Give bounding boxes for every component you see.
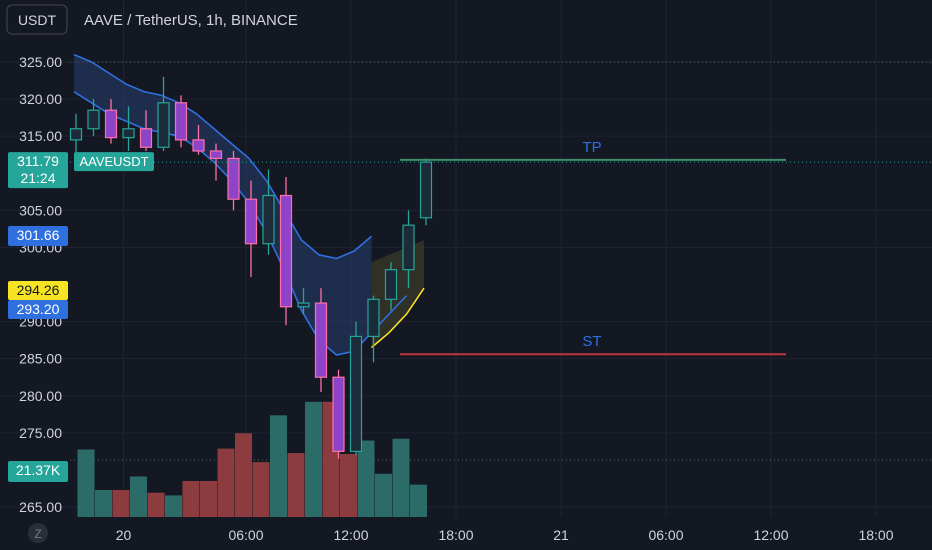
candle-body	[367, 298, 380, 338]
candle-body	[349, 335, 363, 452]
timezone-button[interactable]: Z	[28, 523, 48, 543]
level-label-tp: TP	[582, 139, 601, 156]
volume-bar	[252, 462, 270, 517]
time-tick-label: 12:00	[333, 527, 368, 543]
band-upper-badge	[8, 226, 68, 246]
last-price-badge-text: 311.79	[17, 153, 59, 169]
candle-body	[69, 128, 83, 141]
volume-bar	[270, 415, 287, 517]
volume-bar	[235, 433, 252, 517]
volume-bar	[357, 440, 375, 517]
trade-levels: TP ST	[70, 139, 932, 356]
candle-body	[174, 102, 188, 141]
band-lower-badge	[8, 300, 68, 319]
price-tick-label: 325.00	[19, 54, 62, 70]
candle-body	[279, 194, 293, 308]
volume-bar	[95, 490, 112, 517]
candle-body	[332, 376, 345, 452]
yellow-badge	[8, 281, 68, 300]
currency-button[interactable]	[6, 4, 68, 35]
volume-bar	[305, 401, 322, 517]
price-tick-label: 280.00	[19, 388, 62, 404]
volume-bar	[217, 448, 235, 517]
volume-bar	[375, 473, 392, 517]
candle-body	[139, 128, 153, 148]
candle-body	[297, 302, 310, 308]
volume-bar	[392, 438, 410, 517]
yellow-line	[370, 287, 425, 349]
candle-body	[87, 109, 100, 130]
volume-bars	[77, 401, 427, 517]
candle-body	[104, 109, 118, 139]
price-axis[interactable]: 325.00320.00315.00305.00300.00290.00285.…	[19, 54, 62, 515]
time-axis[interactable]: 20 06:00 12:00 18:00 21 06:00 12:00 18:00	[116, 527, 894, 543]
candle-body	[244, 198, 258, 245]
band-upper-line	[73, 53, 373, 260]
price-tick-label: 265.00	[19, 499, 62, 515]
symbol-tag-text: AAVEUSDT	[79, 154, 148, 169]
price-tick-label: 315.00	[19, 128, 62, 144]
time-tick-label: 21	[553, 527, 569, 543]
time-tick-label: 18:00	[438, 527, 473, 543]
timezone-button-label: Z	[34, 527, 41, 541]
price-tick-label: 275.00	[19, 425, 62, 441]
candle-body	[314, 302, 328, 378]
volume-bar	[147, 492, 165, 517]
last-price-badge	[8, 152, 68, 189]
symbol-title: AAVE / TetherUS, 1h, BINANCE	[84, 12, 298, 29]
candle-body	[227, 157, 240, 200]
volume-bar	[112, 490, 130, 517]
volume-bar	[410, 484, 427, 517]
timezone-button-circle[interactable]	[28, 523, 48, 543]
time-tick-label: 12:00	[753, 527, 788, 543]
level-label-st: ST	[582, 333, 601, 350]
price-tick-label: 320.00	[19, 91, 62, 107]
time-tick-label: 06:00	[648, 527, 683, 543]
volume-bar	[200, 481, 217, 517]
candle-body	[209, 150, 223, 160]
volume-bar	[182, 481, 200, 517]
volume-bar	[340, 454, 357, 517]
candles	[69, 76, 433, 459]
price-tick-label: 285.00	[19, 351, 62, 367]
time-tick-label: 18:00	[858, 527, 893, 543]
candle-body	[262, 194, 275, 245]
volume-bar	[165, 495, 182, 517]
price-tick-label: 305.00	[19, 202, 62, 218]
volume-badge	[8, 461, 68, 482]
yellow-badge-text: 294.26	[17, 282, 60, 298]
band-upper-badge-text: 301.66	[17, 227, 60, 243]
band-lower-badge-text: 293.20	[17, 301, 60, 317]
candle-body	[384, 269, 398, 300]
candle-body	[402, 224, 415, 271]
time-tick-label: 06:00	[228, 527, 263, 543]
currency-button-label: USDT	[18, 12, 57, 28]
volume-bar	[77, 449, 95, 517]
volume-bar	[287, 453, 305, 517]
candle-body	[122, 128, 135, 139]
candle-body	[192, 139, 205, 152]
header: USDT AAVE / TetherUS, 1h, BINANCE	[6, 4, 298, 35]
last-price-badge-text: 21:24	[20, 170, 55, 186]
volume-bar	[130, 476, 147, 517]
candle-body	[157, 102, 170, 148]
time-tick-label: 20	[116, 527, 132, 543]
symbol-tag	[74, 152, 154, 172]
volume-badge-text: 21.37K	[16, 462, 61, 478]
candle-body	[419, 161, 433, 219]
